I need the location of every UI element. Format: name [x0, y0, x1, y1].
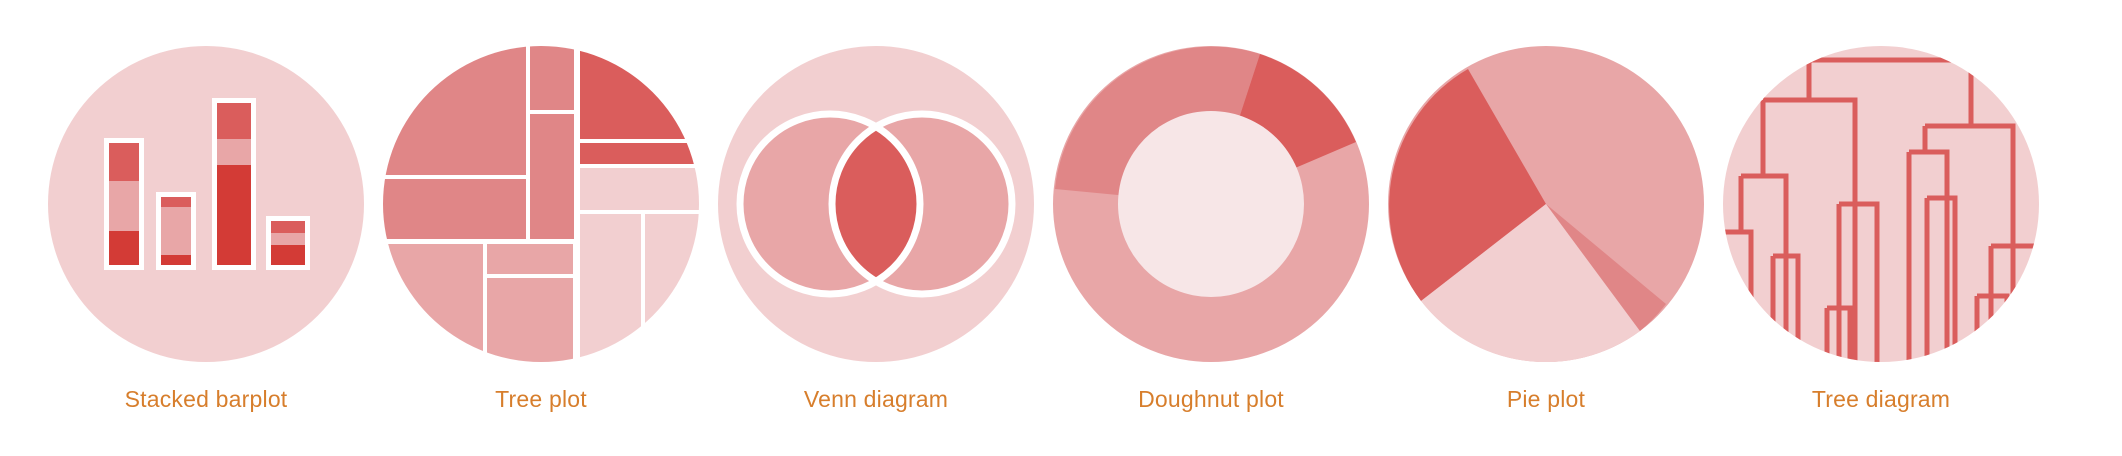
treemap-icon [383, 46, 699, 362]
doughnut-chart-icon [1053, 46, 1369, 362]
chart-type-tree-plot[interactable]: Tree plot [383, 46, 699, 412]
chart-type-label: Doughnut plot [1138, 386, 1284, 412]
chart-type-label: Pie plot [1506, 386, 1586, 412]
chart-type-label: Stacked barplot [124, 386, 288, 412]
stacked-barplot-icon [48, 46, 364, 362]
chart-type-label: Tree plot [495, 386, 587, 412]
chart-type-venn-diagram[interactable]: Venn diagram [718, 46, 1034, 412]
chart-type-label: Venn diagram [803, 386, 949, 412]
chart-type-stacked-barplot[interactable]: Stacked barplot [48, 46, 364, 412]
chart-type-tree-diagram[interactable]: Tree diagram [1723, 46, 2039, 412]
chart-type-label: Tree diagram [1811, 386, 1951, 412]
dendrogram-icon [1723, 46, 2039, 362]
chart-type-doughnut-plot[interactable]: Doughnut plot [1053, 46, 1369, 412]
pie-chart-icon [1388, 46, 1704, 362]
chart-type-pie-plot[interactable]: Pie plot [1388, 46, 1704, 412]
venn-diagram-icon [718, 46, 1034, 362]
